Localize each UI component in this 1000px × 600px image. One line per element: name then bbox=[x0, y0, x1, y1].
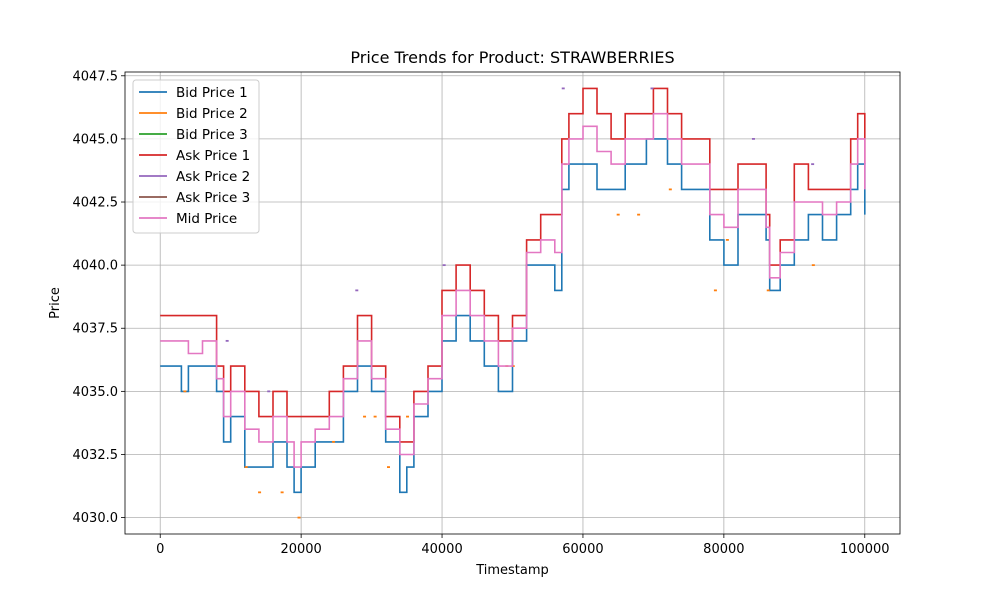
y-tick-label: 4030.0 bbox=[73, 511, 119, 526]
series-layer bbox=[160, 87, 866, 519]
y-tick-label: 4045.0 bbox=[73, 132, 119, 147]
x-tick-label: 40000 bbox=[421, 542, 462, 557]
chart-title: Price Trends for Product: STRAWBERRIES bbox=[350, 48, 674, 67]
plot-frame bbox=[124, 71, 901, 535]
legend-box bbox=[132, 79, 260, 234]
y-axis: 4030.0 4032.5 4035.0 4037.5 4040.0 4042.5 4045… bbox=[73, 69, 125, 526]
series-line-bid-price-1 bbox=[160, 138, 866, 494]
y-tick-label: 4037.5 bbox=[73, 322, 119, 337]
x-tick-label: 100000 bbox=[840, 542, 890, 557]
y-tick-label: 4035.0 bbox=[73, 385, 119, 400]
x-tick-label: 60000 bbox=[562, 542, 603, 557]
y-tick-label: 4032.5 bbox=[73, 448, 119, 463]
series-line-mid-price bbox=[160, 112, 866, 468]
legend: Bid Price 1 Bid Price 2 Bid Price 3 Ask Pri… bbox=[132, 79, 260, 234]
series-mid-price bbox=[160, 112, 866, 468]
legend-label: Bid Price 2 bbox=[176, 106, 248, 122]
x-tick-label: 0 bbox=[156, 542, 164, 557]
legend-label: Ask Price 2 bbox=[176, 169, 250, 185]
series-bid-price-2 bbox=[183, 163, 815, 519]
y-tick-label: 4042.5 bbox=[73, 196, 119, 211]
legend-label: Bid Price 1 bbox=[176, 85, 248, 101]
legend-label: Ask Price 3 bbox=[176, 190, 250, 206]
x-axis: 0 20000 40000 60000 80000 100000 bbox=[156, 534, 890, 557]
x-tick-label: 80000 bbox=[703, 542, 744, 557]
x-tick-label: 20000 bbox=[280, 542, 321, 557]
y-tick-label: 4040.0 bbox=[73, 259, 119, 274]
legend-label: Ask Price 1 bbox=[176, 148, 250, 164]
legend-label: Mid Price bbox=[176, 211, 237, 227]
y-tick-label: 4047.5 bbox=[73, 69, 119, 84]
series-ask-price-2 bbox=[225, 87, 815, 393]
y-axis-title: Price bbox=[48, 287, 63, 319]
series-bid-price-1 bbox=[160, 138, 866, 494]
x-axis-title: Timestamp bbox=[475, 563, 549, 578]
legend-label: Bid Price 3 bbox=[176, 127, 248, 143]
